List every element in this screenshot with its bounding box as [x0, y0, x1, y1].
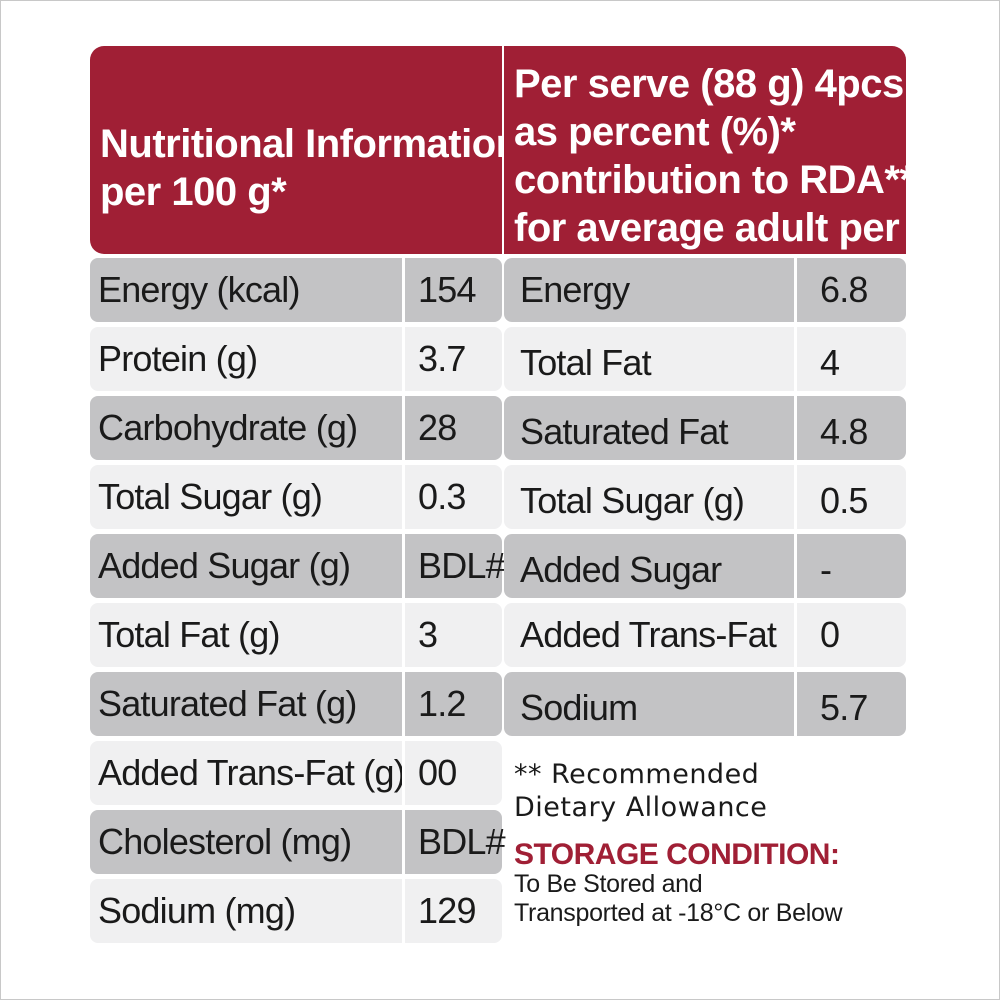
column-divider	[794, 603, 797, 667]
table-row: Total Sugar (g) 0.3	[90, 465, 502, 529]
rda-value: -	[820, 549, 832, 590]
table-row: Added Trans-Fat (g) 00	[90, 741, 502, 805]
rda-nutrient-label: Sodium	[520, 687, 638, 728]
table-row: Total Sugar (g) 0.5	[504, 465, 906, 529]
storage-line: Transported at -18°C or Below	[514, 899, 843, 927]
column-divider	[794, 672, 797, 736]
nutrient-label: Carbohydrate (g)	[98, 407, 358, 448]
rda-nutrient-label: Total Fat	[520, 342, 652, 383]
nutrient-value: 154	[418, 269, 476, 310]
rda-value: 4	[820, 342, 840, 383]
table-row: Energy (kcal) 154	[90, 258, 502, 322]
header-right-line: as percent (%)*	[514, 110, 796, 154]
nutrient-label: Total Fat (g)	[98, 614, 280, 655]
column-divider	[402, 810, 405, 874]
nutrient-value: 1.2	[418, 683, 466, 724]
nutrient-label: Added Sugar (g)	[98, 545, 351, 586]
storage-line: To Be Stored and	[514, 870, 703, 898]
header-rda: Per serve (88 g) 4pcs as percent (%)* co…	[504, 46, 978, 254]
nutrient-label: Energy (kcal)	[98, 269, 300, 310]
rda-footnote: ** Recommended Dietary Allowance	[514, 758, 767, 824]
nutrient-value: 3.7	[418, 338, 466, 379]
table-row: Protein (g) 3.7	[90, 327, 502, 391]
column-divider	[402, 396, 405, 460]
nutrient-value: BDL#	[418, 821, 506, 862]
rda-nutrient-label: Energy	[520, 269, 630, 310]
table-row: Total Fat 4	[504, 327, 906, 391]
footnote-line: ** Recommended	[514, 759, 760, 790]
column-divider	[402, 741, 405, 805]
nutrient-value: 0.3	[418, 476, 466, 517]
table-row: Sodium (mg) 129	[90, 879, 502, 943]
nutrient-value: BDL#	[418, 545, 506, 586]
rda-nutrient-label: Added Trans-Fat	[520, 614, 777, 655]
header-right-line: for average adult per day	[514, 206, 978, 250]
rda-value: 0	[820, 614, 840, 655]
column-divider	[402, 465, 405, 529]
column-divider	[794, 465, 797, 529]
table-row: Added Trans-Fat 0	[504, 603, 906, 667]
table-row: Added Sugar -	[504, 534, 906, 598]
column-divider	[794, 258, 797, 322]
nutrient-value: 28	[418, 407, 457, 448]
rda-nutrient-label: Total Sugar (g)	[520, 480, 745, 521]
table-row: Total Fat (g) 3	[90, 603, 502, 667]
rda-value: 0.5	[820, 480, 868, 521]
header-right-line: Per serve (88 g) 4pcs	[514, 62, 904, 106]
nutrient-label: Cholesterol (mg)	[98, 821, 352, 862]
column-divider	[402, 603, 405, 667]
rda-value: 6.8	[820, 269, 868, 310]
column-divider	[402, 534, 405, 598]
nutrient-label: Total Sugar (g)	[98, 476, 323, 517]
header-left-line: Nutritional Information	[100, 122, 520, 166]
nutrient-value: 3	[418, 614, 438, 655]
nutrient-value: 129	[418, 890, 476, 931]
rda-nutrient-label: Added Sugar	[520, 549, 722, 590]
rda-value: 5.7	[820, 687, 868, 728]
storage-condition-title: STORAGE CONDITION:	[514, 838, 840, 871]
column-divider	[402, 672, 405, 736]
nutrient-value: 00	[418, 752, 457, 793]
rda-nutrient-label: Saturated Fat	[520, 411, 729, 452]
storage-condition-text: To Be Stored and Transported at -18°C or…	[514, 870, 843, 928]
table-row: Added Sugar (g) BDL#	[90, 534, 506, 598]
table-row: Sodium 5.7	[504, 672, 906, 736]
rda-value: 4.8	[820, 411, 868, 452]
table-row: Saturated Fat 4.8	[504, 396, 906, 460]
header-per-100g: Nutritional Information per 100 g*	[90, 46, 520, 254]
table-row: Cholesterol (mg) BDL#	[90, 810, 506, 874]
nutrient-label: Added Trans-Fat (g)	[98, 752, 406, 793]
column-divider	[794, 534, 797, 598]
header-left-line: per 100 g*	[100, 170, 287, 214]
nutrient-label: Saturated Fat (g)	[98, 683, 357, 724]
column-divider	[794, 396, 797, 460]
header-right-line: contribution to RDA**	[514, 158, 915, 202]
footnote-line: Dietary Allowance	[514, 792, 768, 823]
nutrient-label: Protein (g)	[98, 338, 258, 379]
table-row: Carbohydrate (g) 28	[90, 396, 502, 460]
nutrient-label: Sodium (mg)	[98, 890, 296, 931]
table-row: Saturated Fat (g) 1.2	[90, 672, 502, 736]
column-divider	[402, 327, 405, 391]
column-divider	[402, 258, 405, 322]
table-row: Energy 6.8	[504, 258, 906, 322]
column-divider	[402, 879, 405, 943]
column-divider	[794, 327, 797, 391]
